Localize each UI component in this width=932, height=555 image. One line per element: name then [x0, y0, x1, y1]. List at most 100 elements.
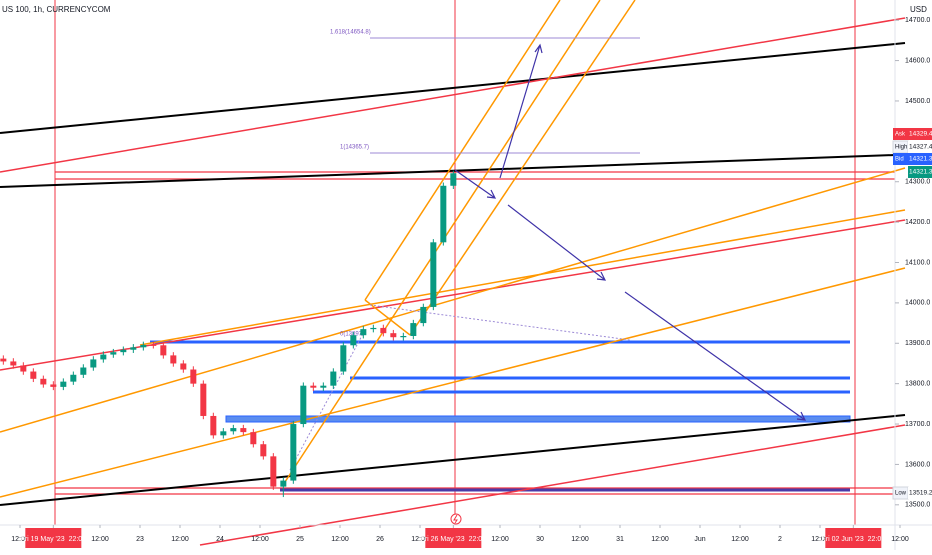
- price-badge-tag: [893, 128, 908, 140]
- candle-body: [170, 355, 177, 364]
- candle-body: [330, 371, 337, 386]
- currency: USD: [910, 5, 927, 14]
- y-tick-label: 14700.0: [905, 17, 930, 24]
- y-tick-label: 13900.0: [905, 340, 930, 347]
- y-tick-label: 13700.0: [905, 421, 930, 428]
- candle-body: [250, 432, 257, 445]
- price-badge-value: 14321.3: [909, 156, 932, 163]
- trend-line: [0, 267, 906, 498]
- candle-body: [270, 456, 277, 487]
- candle-body: [400, 336, 407, 338]
- x-tick-label: 26: [376, 536, 384, 543]
- candle-body: [420, 306, 427, 324]
- x-tick-label: 25: [296, 536, 304, 543]
- x-tick-label: 30: [536, 536, 544, 543]
- arrows: [454, 43, 807, 421]
- candle-body: [340, 345, 347, 372]
- channel-line: [364, 299, 411, 336]
- candle-body: [220, 431, 227, 436]
- x-tick-label: 12:00: [11, 536, 29, 543]
- price-badge: [908, 141, 932, 153]
- y-tick-label: 14200.0: [905, 219, 930, 226]
- candle-body: [450, 173, 457, 186]
- candle-body: [350, 335, 357, 346]
- candle-body: [150, 344, 157, 346]
- price-badge: [908, 487, 932, 499]
- candle-body: [10, 361, 17, 366]
- candle-body: [130, 347, 137, 350]
- channel-line: [364, 0, 561, 301]
- price-badge-value: 14329.4: [909, 131, 932, 138]
- candle-body: [200, 383, 207, 416]
- y-tick-label: 13500.0: [905, 502, 930, 509]
- price-badge-value: 14327.4: [909, 144, 932, 151]
- event-icon: [453, 514, 458, 524]
- candle-body: [320, 385, 327, 388]
- candle-body: [160, 345, 167, 356]
- trend-line: [0, 167, 906, 433]
- x-tick-label: Jun: [694, 536, 705, 543]
- x-tick-label: Fri 02 Jun '23 22:00: [822, 536, 886, 543]
- x-tick-label: 12:00: [91, 536, 109, 543]
- candle-body: [210, 415, 217, 436]
- dotted-line: [289, 329, 366, 471]
- candle-body: [90, 359, 97, 368]
- candle-body: [280, 480, 287, 487]
- x-tick-label: 12:00: [651, 536, 669, 543]
- price-badge-tag: [893, 153, 908, 165]
- fib-label: 0(13897: [340, 332, 363, 338]
- x-tick-label: 12:00: [171, 536, 189, 543]
- candle-body: [390, 333, 397, 338]
- candle-body: [370, 327, 377, 330]
- fib-label: 1.618(14654.8): [330, 30, 371, 36]
- channel-line: [409, 0, 636, 336]
- x-tick-highlight: [25, 528, 82, 548]
- x-tick-label: 23: [136, 536, 144, 543]
- candle-body: [180, 363, 187, 370]
- x-tick-highlight: [825, 528, 882, 548]
- candle-body: [50, 384, 57, 387]
- arrow: [454, 169, 497, 199]
- x-tick-label: 2: [778, 536, 782, 543]
- candle-body: [20, 365, 27, 372]
- trend-line: [139, 209, 906, 346]
- y-tick-label: 14000.0: [905, 300, 930, 307]
- price-badge: [908, 166, 932, 178]
- x-tick-label: 12:00: [571, 536, 589, 543]
- price-badge-value: 13519.2: [909, 490, 932, 497]
- candle-body: [110, 352, 117, 355]
- candle-body: [410, 323, 417, 336]
- candle-body: [310, 385, 317, 388]
- arrow: [499, 43, 543, 179]
- x-tick-label: 12:00: [331, 536, 349, 543]
- trend-line: [0, 17, 906, 173]
- price-badge-tag-label: Ask: [895, 132, 906, 138]
- arrow: [507, 204, 607, 281]
- price-badge-value: 14321.3: [909, 169, 932, 176]
- axis-labels: 13500.0 13600.0 13700.0 13800.0 13900.0 14000…: [11, 17, 932, 548]
- price-badge-tag-label: Low: [895, 491, 907, 497]
- event-icon: [450, 513, 462, 525]
- y-tick-label: 14100.0: [905, 259, 930, 266]
- trend-line: [0, 414, 906, 506]
- x-tick-label: 12:00: [811, 536, 829, 543]
- y-tick-label: 13600.0: [905, 461, 930, 468]
- chart-title: US 100, 1h, CURRENCYCOM: [2, 5, 111, 14]
- candle-body: [260, 444, 267, 457]
- candle-body: [360, 329, 367, 336]
- candle-body: [70, 374, 77, 382]
- candle-body: [0, 358, 7, 362]
- candle-body: [240, 428, 247, 433]
- trend-line: [0, 42, 906, 134]
- candle-body: [80, 367, 87, 375]
- y-tick-label: 14500.0: [905, 98, 930, 105]
- plot: 1.618(14654.8) 1(14365.7) 0(13897: [0, 0, 906, 546]
- candle-body: [300, 385, 307, 425]
- x-tick-label: 12:00: [891, 536, 909, 543]
- x-tick-label: 24: [216, 536, 224, 543]
- price-badge-tag-label: Bid: [895, 157, 904, 163]
- arrow: [624, 291, 807, 421]
- y-tick-label: 14300.0: [905, 179, 930, 186]
